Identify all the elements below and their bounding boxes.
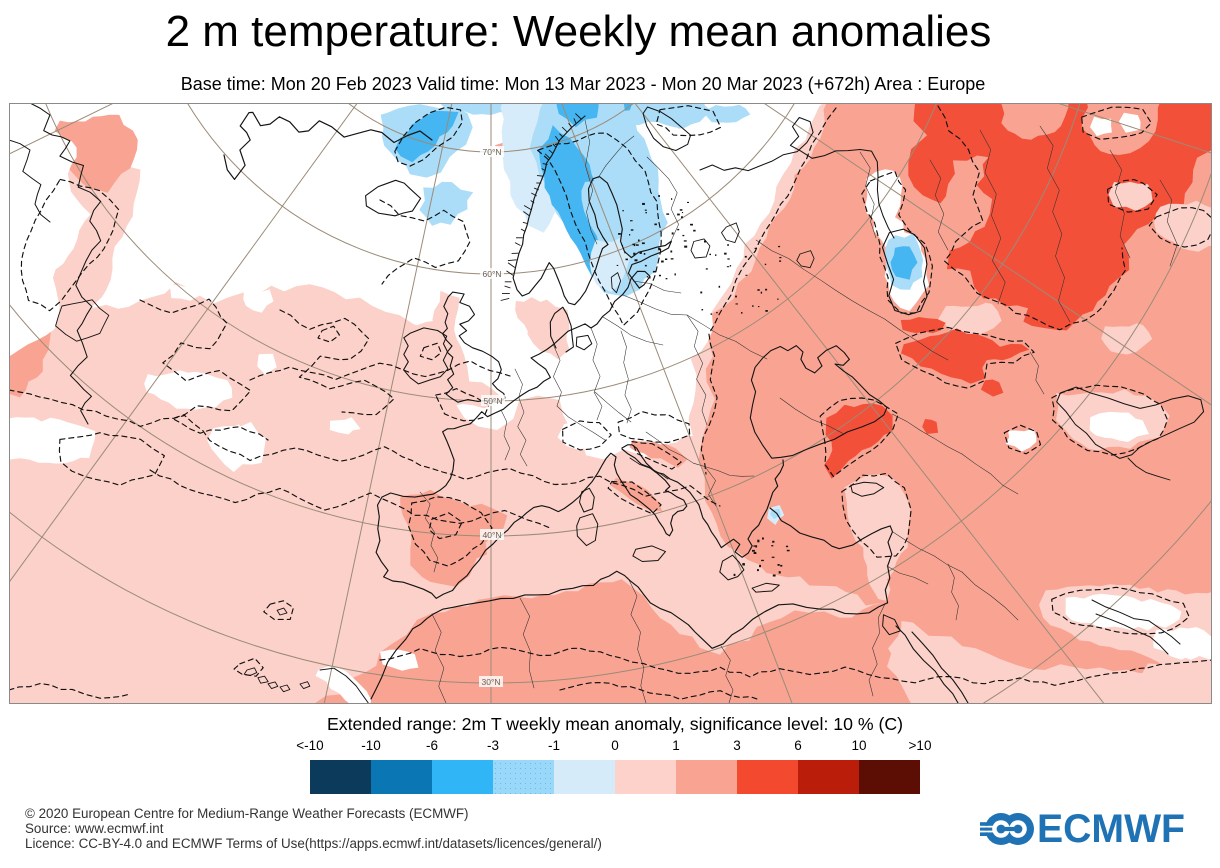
svg-text:40°N: 40°N: [483, 530, 502, 540]
svg-text:ECMWF: ECMWF: [1037, 812, 1185, 851]
svg-text:60°N: 60°N: [483, 269, 502, 279]
svg-text:30°N: 30°N: [482, 677, 501, 687]
svg-text:70°N: 70°N: [483, 147, 502, 157]
svg-text:50°N: 50°N: [484, 396, 503, 406]
